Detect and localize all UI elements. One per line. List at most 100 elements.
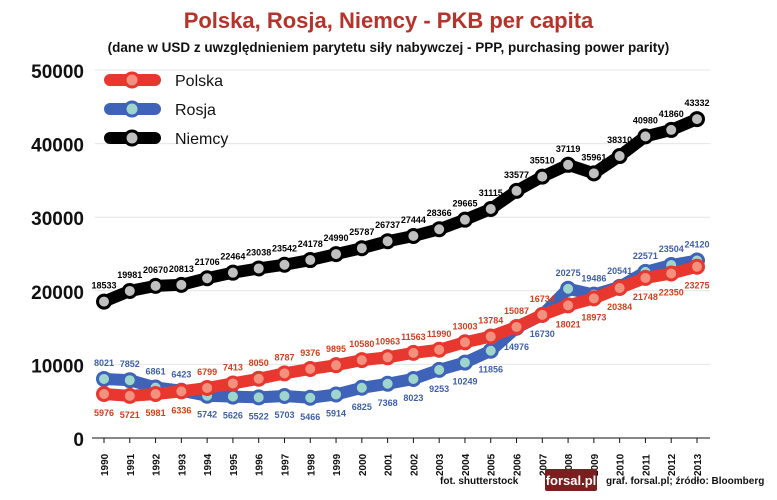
x-tick-label: 2003: [435, 453, 446, 476]
data-label: 16734: [530, 294, 555, 304]
source-note: graf. forsal.pl; źródło: Bloomberg: [606, 476, 765, 487]
data-point: [328, 386, 345, 403]
data-label: 5522: [249, 411, 269, 421]
data-point: [121, 387, 138, 404]
data-point: [302, 360, 319, 377]
data-point: [276, 256, 293, 273]
data-label: 35510: [530, 156, 555, 166]
y-tick-label: 30000: [31, 209, 84, 230]
data-label: 31115: [479, 188, 503, 198]
data-label: 24178: [298, 239, 323, 249]
data-label: 20541: [607, 266, 632, 276]
data-point: [250, 260, 267, 277]
x-tick-label: 1993: [177, 453, 188, 476]
data-label: 37119: [556, 144, 581, 154]
data-label: 5703: [274, 410, 294, 420]
legend-swatch-marker: [123, 100, 141, 118]
data-label: 13784: [478, 316, 503, 326]
data-point: [663, 265, 680, 282]
data-point: [431, 221, 448, 238]
data-point: [96, 370, 112, 387]
data-label: 5466: [300, 412, 320, 422]
x-tick-label: 2010: [616, 453, 627, 476]
data-point: [96, 293, 112, 310]
data-point: [121, 372, 138, 389]
data-point: [637, 128, 654, 145]
data-point: [302, 252, 319, 269]
data-label: 5721: [120, 410, 140, 420]
data-point: [173, 383, 190, 400]
data-label: 8023: [403, 393, 423, 403]
data-label: 23275: [684, 281, 709, 291]
data-label: 19981: [117, 270, 142, 280]
x-tick-label: 2000: [358, 453, 369, 476]
x-tick-label: 2004: [461, 453, 472, 476]
data-label: 6861: [146, 367, 166, 377]
data-point: [224, 388, 241, 405]
x-tick-label: 1997: [280, 453, 291, 476]
data-label: 23504: [659, 244, 684, 254]
data-label: 6423: [171, 370, 191, 380]
data-label: 7413: [223, 362, 243, 372]
x-tick-label: 2012: [667, 453, 678, 476]
y-tick-label: 20000: [31, 283, 84, 304]
data-point: [482, 200, 499, 217]
data-point: [534, 306, 551, 323]
data-label: 29665: [452, 199, 477, 209]
data-label: 9376: [300, 348, 320, 358]
data-label: 22350: [659, 288, 684, 298]
data-label: 20813: [169, 264, 194, 274]
x-tick-label: 1998: [306, 453, 317, 476]
data-label: 22464: [220, 252, 245, 262]
data-label: 18533: [91, 281, 116, 291]
data-point: [689, 111, 705, 128]
data-point: [96, 386, 112, 403]
data-point: [508, 318, 525, 335]
data-label: 8050: [249, 358, 269, 368]
data-label: 6336: [171, 405, 191, 415]
data-point: [379, 349, 396, 366]
data-label: 10249: [452, 377, 477, 387]
data-label: 41860: [659, 109, 684, 119]
data-label: 15087: [504, 306, 529, 316]
data-point: [482, 328, 499, 345]
x-tick-label: 2001: [384, 453, 395, 476]
chart-subtitle: (dane w USD z uwzględnieniem parytetu si…: [107, 40, 670, 55]
data-point: [611, 148, 628, 165]
data-label: 33577: [504, 170, 529, 180]
data-point: [534, 168, 551, 185]
x-tick-label: 1996: [255, 453, 266, 476]
data-label: 6799: [197, 367, 217, 377]
data-point: [456, 354, 473, 371]
data-point: [328, 246, 345, 263]
data-label: 8021: [94, 358, 114, 368]
x-tick-label: 2008: [564, 453, 575, 476]
data-label: 18021: [556, 319, 581, 329]
data-label: 8787: [274, 352, 294, 362]
data-label: 21706: [195, 257, 220, 267]
data-label: 13003: [452, 321, 477, 331]
data-point: [353, 352, 370, 369]
data-point: [456, 211, 473, 228]
data-point: [585, 165, 602, 182]
data-label: 25787: [349, 227, 374, 237]
data-label: 27444: [401, 215, 426, 225]
data-label: 11990: [427, 329, 452, 339]
x-tick-label: 1992: [152, 453, 163, 476]
data-point: [405, 344, 422, 361]
data-point: [379, 375, 396, 392]
data-point: [224, 264, 241, 281]
data-point: [147, 277, 164, 294]
legend-label: Niemcy: [175, 131, 228, 148]
data-label: 7368: [378, 398, 398, 408]
data-point: [637, 269, 654, 286]
data-label: 9253: [429, 384, 449, 394]
data-label: 6825: [352, 402, 372, 412]
data-label: 9895: [326, 344, 346, 354]
data-label: 23038: [246, 247, 271, 257]
data-point: [199, 379, 216, 396]
data-point: [250, 389, 267, 406]
data-label: 11563: [401, 332, 426, 342]
data-point: [405, 370, 422, 387]
